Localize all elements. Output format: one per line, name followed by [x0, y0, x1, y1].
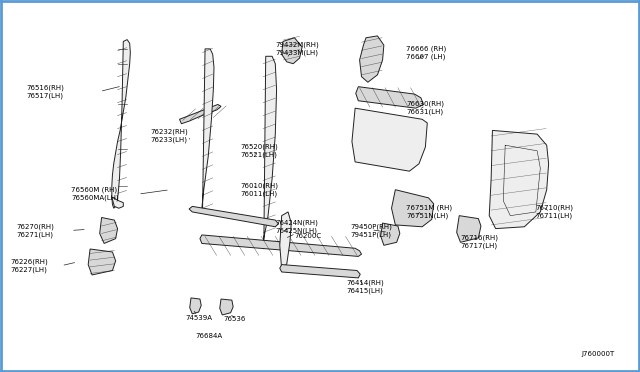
Text: 76666 (RH)
76667 (LH): 76666 (RH) 76667 (LH)	[406, 45, 447, 60]
Polygon shape	[392, 190, 434, 227]
Polygon shape	[457, 216, 481, 242]
Polygon shape	[112, 197, 124, 208]
Polygon shape	[100, 218, 118, 243]
Polygon shape	[202, 49, 214, 212]
Text: 76200C: 76200C	[294, 233, 321, 239]
Text: 79432M(RH)
79433M(LH): 79432M(RH) 79433M(LH)	[275, 42, 319, 56]
Text: 76520(RH)
76521(LH): 76520(RH) 76521(LH)	[240, 144, 278, 158]
Text: 76010(RH)
76011(LH): 76010(RH) 76011(LH)	[240, 182, 278, 197]
Polygon shape	[356, 87, 424, 108]
Polygon shape	[220, 299, 233, 315]
Polygon shape	[381, 223, 400, 245]
Polygon shape	[189, 206, 278, 227]
Text: 76424N(RH)
76425N(LH): 76424N(RH) 76425N(LH)	[275, 219, 318, 234]
Text: 76270(RH)
76271(LH): 76270(RH) 76271(LH)	[17, 223, 54, 238]
Polygon shape	[360, 36, 384, 82]
Polygon shape	[489, 131, 548, 229]
Polygon shape	[179, 105, 221, 124]
Polygon shape	[280, 264, 360, 278]
Polygon shape	[262, 56, 276, 249]
Text: 76630(RH)
76631(LH): 76630(RH) 76631(LH)	[406, 101, 444, 115]
Text: 76716(RH)
76717(LH): 76716(RH) 76717(LH)	[461, 234, 499, 249]
Text: 76414(RH)
76415(LH): 76414(RH) 76415(LH)	[347, 279, 385, 294]
Text: 76226(RH)
76227(LH): 76226(RH) 76227(LH)	[10, 259, 48, 273]
Text: 76516(RH)
76517(LH): 76516(RH) 76517(LH)	[26, 84, 64, 99]
Text: 76536: 76536	[223, 317, 245, 323]
Text: 76560M (RH)
76560MA(LH): 76560M (RH) 76560MA(LH)	[71, 187, 118, 201]
Text: 76232(RH)
76233(LH): 76232(RH) 76233(LH)	[151, 129, 189, 143]
Polygon shape	[88, 249, 116, 275]
Text: 79450P(RH)
79451P(LH): 79450P(RH) 79451P(LH)	[351, 224, 392, 238]
Polygon shape	[280, 212, 291, 269]
Polygon shape	[282, 38, 302, 64]
Text: J760000T: J760000T	[582, 350, 615, 356]
Text: 76710(RH)
76711(LH): 76710(RH) 76711(LH)	[536, 205, 574, 219]
Polygon shape	[200, 235, 362, 256]
Text: 76751M (RH)
76751N(LH): 76751M (RH) 76751N(LH)	[406, 205, 452, 219]
Text: 74539A: 74539A	[186, 315, 213, 321]
Polygon shape	[189, 298, 201, 314]
Polygon shape	[352, 108, 428, 171]
Text: 76684A: 76684A	[195, 333, 223, 339]
Polygon shape	[112, 39, 131, 208]
